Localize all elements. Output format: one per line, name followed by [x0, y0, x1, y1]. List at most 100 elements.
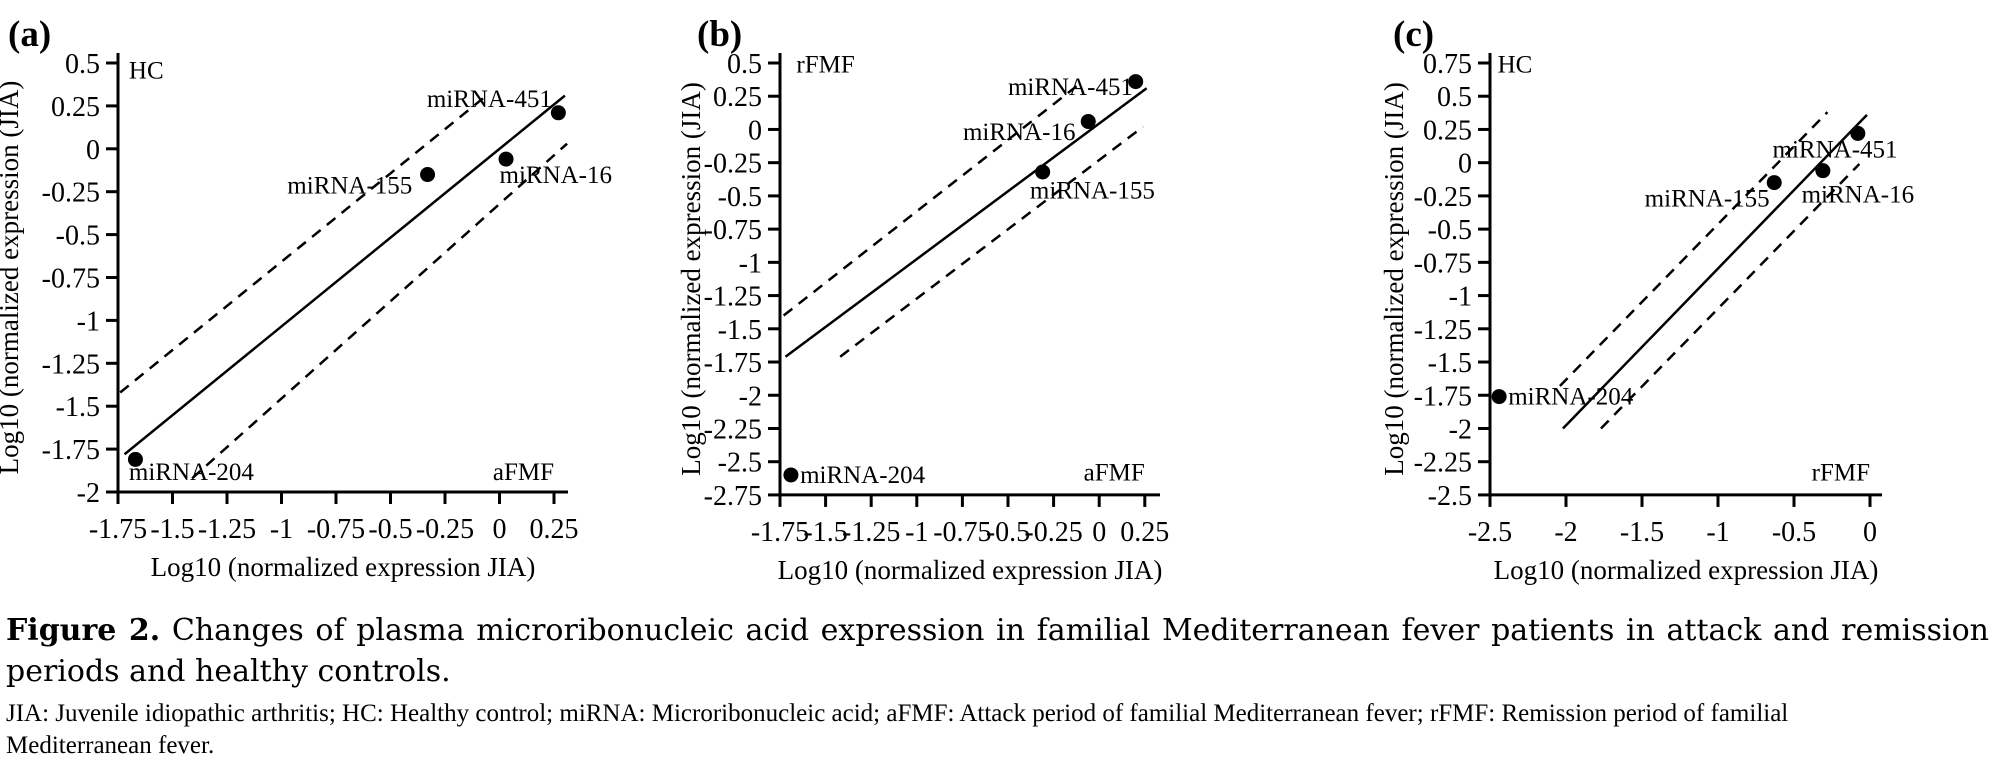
corner-label-top-left: rFMF — [796, 51, 854, 78]
corner-label-bottom-right: aFMF — [493, 459, 554, 486]
y-tick-label: -2 — [739, 381, 762, 412]
x-tick-label: -1 — [905, 517, 928, 548]
x-tick-label: -1.75 — [751, 517, 809, 548]
data-point-miRNA-204 — [1491, 389, 1507, 405]
ci-lower-line — [1600, 163, 1861, 430]
y-tick-label: -1.25 — [704, 282, 762, 313]
point-label-miRNA-204: miRNA-204 — [129, 459, 255, 486]
y-tick-label: -0.25 — [704, 149, 762, 180]
y-tick-label: -1.75 — [704, 348, 762, 379]
y-tick-label: -0.25 — [42, 178, 100, 209]
x-tick-label: -0.75 — [933, 517, 991, 548]
data-point-miRNA-204 — [783, 467, 799, 483]
y-tick-label: -1.25 — [42, 349, 100, 380]
figure-caption-text: Changes of plasma microribonucleic acid … — [6, 613, 1990, 690]
x-tick-label: 0 — [1092, 517, 1106, 548]
y-tick-label: -2 — [1449, 414, 1472, 445]
x-tick-label: -2 — [1554, 517, 1577, 548]
x-tick-label: -0.75 — [307, 514, 365, 545]
y-tick-label: -1 — [739, 248, 762, 279]
x-tick-label: -1.75 — [89, 514, 147, 545]
y-tick-label: -2.25 — [704, 414, 762, 445]
data-point-miRNA-16 — [1815, 163, 1831, 179]
point-label-miRNA-155: miRNA-155 — [1645, 186, 1770, 213]
x-tick-label: -1.25 — [198, 514, 256, 545]
point-label-miRNA-16: miRNA-16 — [1802, 182, 1915, 209]
y-tick-label: -0.5 — [718, 182, 762, 213]
y-tick-label: 0.5 — [65, 49, 100, 80]
ci-lower-line — [191, 142, 568, 480]
point-label-miRNA-155: miRNA-155 — [1030, 178, 1155, 205]
panel-a: (a) -1.75 -1.5 -1.25 -1 -0.75 -0.5 -0.25 0 0.25 0.… — [0, 0, 660, 600]
x-tick-label: -2.5 — [1468, 517, 1512, 548]
point-label-miRNA-204: miRNA-204 — [1508, 384, 1634, 411]
regression-line — [123, 94, 566, 456]
y-axis-title: Log10 (normalized expression (JIA) — [1379, 82, 1409, 476]
caption-block: Figure 2. Changes of plasma microribonuc… — [6, 610, 1989, 762]
scatter-plot-hc-vs-afmf: (a)-1.75 -1.5 -1.25 -1 -0.75 -0.5 -0.25 0 0.250.… — [0, 14, 613, 582]
data-point-miRNA-16 — [1080, 113, 1096, 129]
ci-upper-line — [1559, 111, 1829, 387]
x-tick-label: -0.5 — [986, 517, 1030, 548]
y-tick-label: 0.25 — [713, 82, 762, 113]
scatter-plot-hc-vs-rfmf: (c)-2.5 -2 -1.5 -1 -0.5 00.750.50.250-0.25-0.… — [1379, 14, 1915, 585]
y-tick-label: -2.75 — [704, 481, 762, 512]
y-tick-label: 0.5 — [1437, 82, 1472, 113]
x-axis-title: Log10 (normalized expression JIA) — [1494, 555, 1879, 585]
regression-line — [784, 87, 1148, 358]
data-point-miRNA-451 — [1850, 125, 1866, 141]
y-tick-label: -1.75 — [1414, 381, 1472, 412]
x-axis-title: Log10 (normalized expression JIA) — [778, 555, 1163, 585]
y-axis-title: Log10 (normalized expression (JIA) — [0, 81, 24, 475]
point-label-miRNA-451: miRNA-451 — [427, 86, 552, 113]
x-tick-label: -0.25 — [416, 514, 474, 545]
x-tick-label: 0.25 — [530, 514, 579, 545]
y-tick-label: -1 — [77, 306, 100, 337]
ci-upper-line — [782, 84, 1079, 317]
panel-letter: (a) — [8, 14, 51, 55]
point-label-miRNA-451: miRNA-451 — [1773, 136, 1898, 163]
x-tick-label: -1.5 — [1620, 517, 1664, 548]
data-point-miRNA-451 — [550, 105, 566, 121]
point-label-miRNA-16: miRNA-16 — [500, 162, 613, 189]
panel-c: (c) -2.5 -2 -1.5 -1 -0.5 0 0.75 0.5 0.25 0 -0.25 -0.… — [1350, 0, 1995, 600]
y-tick-label: -1.5 — [718, 315, 762, 346]
x-tick-label: -1.5 — [803, 517, 847, 548]
y-tick-label: -1.5 — [1428, 348, 1472, 379]
data-point-miRNA-155 — [420, 167, 436, 183]
data-point-miRNA-204 — [127, 451, 143, 467]
corner-label-top-left: HC — [129, 57, 164, 84]
point-label-miRNA-155: miRNA-155 — [287, 172, 412, 199]
x-tick-label: -1 — [270, 514, 293, 545]
x-axis-title: Log10 (normalized expression JIA) — [151, 552, 536, 582]
panel-letter: (c) — [1393, 14, 1434, 55]
y-tick-label: -0.5 — [56, 221, 100, 252]
panel-b: (b) -1.75 -1.5 -1.25 -1 -0.75 -0.5 -0.25 0 0.25 0.… — [660, 0, 1350, 600]
corner-label-bottom-right: rFMF — [1812, 459, 1870, 486]
x-tick-label: -1 — [1706, 517, 1729, 548]
y-tick-label: -1 — [1449, 282, 1472, 313]
y-tick-label: 0 — [748, 115, 762, 146]
x-tick-label: 0.25 — [1120, 517, 1169, 548]
y-tick-label: -0.75 — [704, 215, 762, 246]
y-tick-label: 0.25 — [1423, 115, 1472, 146]
x-tick-label: -0.5 — [368, 514, 412, 545]
data-point-miRNA-451 — [1128, 74, 1144, 90]
y-tick-label: -2 — [77, 478, 100, 509]
x-tick-label: 0 — [1863, 517, 1877, 548]
y-tick-label: -2.25 — [1414, 448, 1472, 479]
scatter-plot-rfmf-vs-afmf: (b)-1.75-1.5-1.25 -1 -0.75-0.5-0.25 0 0.250.… — [676, 14, 1169, 585]
y-tick-label: -1.25 — [1414, 315, 1472, 346]
x-tick-label: -1.5 — [150, 514, 194, 545]
y-tick-label: -2.5 — [1428, 481, 1472, 512]
x-tick-label: -0.5 — [1772, 517, 1816, 548]
figure-caption-label: Figure 2. — [6, 613, 161, 648]
figure-caption: Figure 2. Changes of plasma microribonuc… — [6, 610, 1989, 692]
x-tick-label: 0 — [493, 514, 507, 545]
y-tick-label: 0 — [86, 135, 100, 166]
y-tick-label: 0.25 — [51, 92, 100, 123]
y-tick-label: -1.75 — [42, 435, 100, 466]
ci-lower-line — [839, 125, 1144, 358]
y-tick-label: 0.5 — [727, 49, 762, 80]
y-tick-label: -0.5 — [1428, 215, 1472, 246]
